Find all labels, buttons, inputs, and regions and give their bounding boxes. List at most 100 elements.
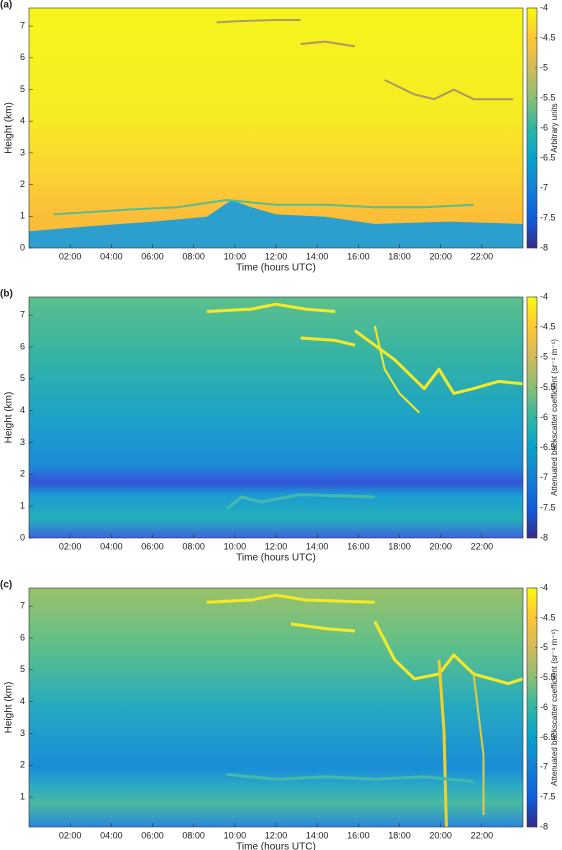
y-tick-label: 2 — [20, 469, 25, 479]
y-tick-label: 5 — [20, 664, 25, 674]
colorbar-tick-label: -4 — [540, 291, 548, 301]
x-tick-label: 20:00 — [429, 251, 452, 261]
colorbar-tick-label: -4 — [540, 582, 548, 592]
cloud-feature — [29, 200, 523, 248]
colorbar-tick-label: -7 — [540, 762, 548, 772]
x-tick-label: 14:00 — [306, 830, 329, 840]
colorbar-tick-label: -6 — [540, 702, 548, 712]
colorbar-tick-label: -8 — [540, 242, 548, 252]
y-tick-label: 6 — [20, 341, 25, 351]
x-tick-label: 04:00 — [100, 541, 123, 551]
y-tick-label: 2 — [20, 760, 25, 770]
cloud-feature — [225, 493, 375, 511]
y-tick-label: 6 — [20, 632, 25, 642]
x-tick-label: 06:00 — [141, 830, 164, 840]
colorbar-tick-label: -5.5 — [540, 672, 556, 682]
y-tick-label: 6 — [20, 52, 25, 62]
x-tick-label: 10:00 — [224, 541, 247, 551]
colorbar-tick-label: -6 — [540, 412, 548, 422]
panel-label: (b) — [0, 289, 13, 300]
cloud-feature — [437, 659, 448, 828]
heatmap-field — [29, 297, 523, 538]
y-tick-label: 1 — [20, 501, 25, 511]
x-tick-label: 14:00 — [306, 251, 329, 261]
y-tick-label: 5 — [20, 84, 25, 94]
colorbar-tick-label: -4 — [540, 2, 548, 12]
y-tick-label: 2 — [20, 179, 25, 189]
colorbar-tick-label: -8 — [540, 532, 548, 542]
y-axis-label: Height (km) — [4, 392, 15, 444]
colorbar-label: Attenuated backscatter coefficient (sr⁻¹… — [550, 339, 559, 496]
colorbar-tick-label: -5.5 — [540, 92, 556, 102]
x-tick-label: 12:00 — [265, 251, 288, 261]
y-tick-label: 1 — [20, 211, 25, 221]
y-axis-label: Height (km) — [4, 682, 15, 734]
x-axis-label: Time (hours UTC) — [236, 263, 316, 274]
x-tick-label: 04:00 — [100, 830, 123, 840]
x-axis-label: Time (hours UTC) — [236, 553, 316, 564]
x-tick-label: 12:00 — [265, 830, 288, 840]
colorbar-tick-label: -7.5 — [540, 502, 556, 512]
colorbar-tick-label: -7 — [540, 182, 548, 192]
x-tick-label: 18:00 — [388, 830, 411, 840]
colorbar-tick-label: -7 — [540, 472, 548, 482]
x-tick-label: 02:00 — [59, 541, 82, 551]
x-tick-label: 06:00 — [141, 251, 164, 261]
colorbar-label: Arbitrary units — [550, 103, 559, 152]
colorbar-tick-label: -5 — [540, 62, 548, 72]
cloud-feature — [216, 19, 301, 24]
x-tick-label: 12:00 — [265, 541, 288, 551]
colorbar-tick-label: -5.5 — [540, 382, 556, 392]
cloud-feature — [472, 673, 485, 815]
cloud-feature — [226, 772, 474, 784]
cloud-feature — [300, 40, 356, 48]
colorbar-tick-label: -6 — [540, 122, 548, 132]
x-tick-label: 08:00 — [182, 541, 205, 551]
y-tick-label: 7 — [20, 310, 25, 320]
panel-label: (c) — [0, 580, 12, 591]
colorbar-tick-label: -4.5 — [540, 612, 556, 622]
colorbar-tick-label: -6.5 — [540, 732, 556, 742]
colorbar-tick-label: -4.5 — [540, 322, 556, 332]
colorbar-tick-label: -8 — [540, 821, 548, 831]
cloud-feature — [373, 325, 420, 414]
x-tick-label: 18:00 — [388, 541, 411, 551]
x-tick-label: 10:00 — [224, 830, 247, 840]
x-tick-label: 08:00 — [182, 830, 205, 840]
x-axis-label: Time (hours UTC) — [236, 842, 316, 850]
x-tick-label: 18:00 — [388, 251, 411, 261]
colorbar-tick-label: -7.5 — [540, 792, 556, 802]
y-tick-label: 3 — [20, 437, 25, 447]
colorbar-tick-label: -5 — [540, 352, 548, 362]
cloud-feature — [373, 620, 524, 686]
colorbar-tick-label: -4.5 — [540, 32, 556, 42]
x-tick-label: 10:00 — [224, 251, 247, 261]
x-tick-label: 08:00 — [182, 251, 205, 261]
x-tick-label: 20:00 — [429, 830, 452, 840]
x-tick-label: 20:00 — [429, 541, 452, 551]
y-tick-label: 0 — [20, 242, 25, 252]
colorbar-tick-label: -6.5 — [540, 442, 556, 452]
colorbar-tick-label: -7.5 — [540, 212, 556, 222]
y-tick-label: 4 — [20, 696, 25, 706]
y-tick-label: 3 — [20, 728, 25, 738]
x-tick-label: 22:00 — [471, 251, 494, 261]
y-tick-label: 7 — [20, 20, 25, 30]
y-tick-label: 7 — [20, 601, 25, 611]
y-tick-label: 5 — [20, 373, 25, 383]
cloud-feature — [290, 622, 356, 633]
cloud-feature — [300, 336, 356, 347]
cloud-feature — [206, 593, 375, 604]
colorbar-label: Attenuated backscatter coefficient (sr⁻¹… — [550, 629, 559, 786]
cloud-feature — [206, 302, 336, 313]
cloud-feature — [53, 199, 474, 216]
y-tick-label: 4 — [20, 405, 25, 415]
x-tick-label: 16:00 — [347, 251, 370, 261]
x-tick-label: 04:00 — [100, 251, 123, 261]
x-tick-label: 22:00 — [471, 830, 494, 840]
x-tick-label: 16:00 — [347, 830, 370, 840]
cloud-feature — [384, 79, 514, 101]
cloud-feature — [354, 329, 524, 395]
y-tick-label: 3 — [20, 147, 25, 157]
